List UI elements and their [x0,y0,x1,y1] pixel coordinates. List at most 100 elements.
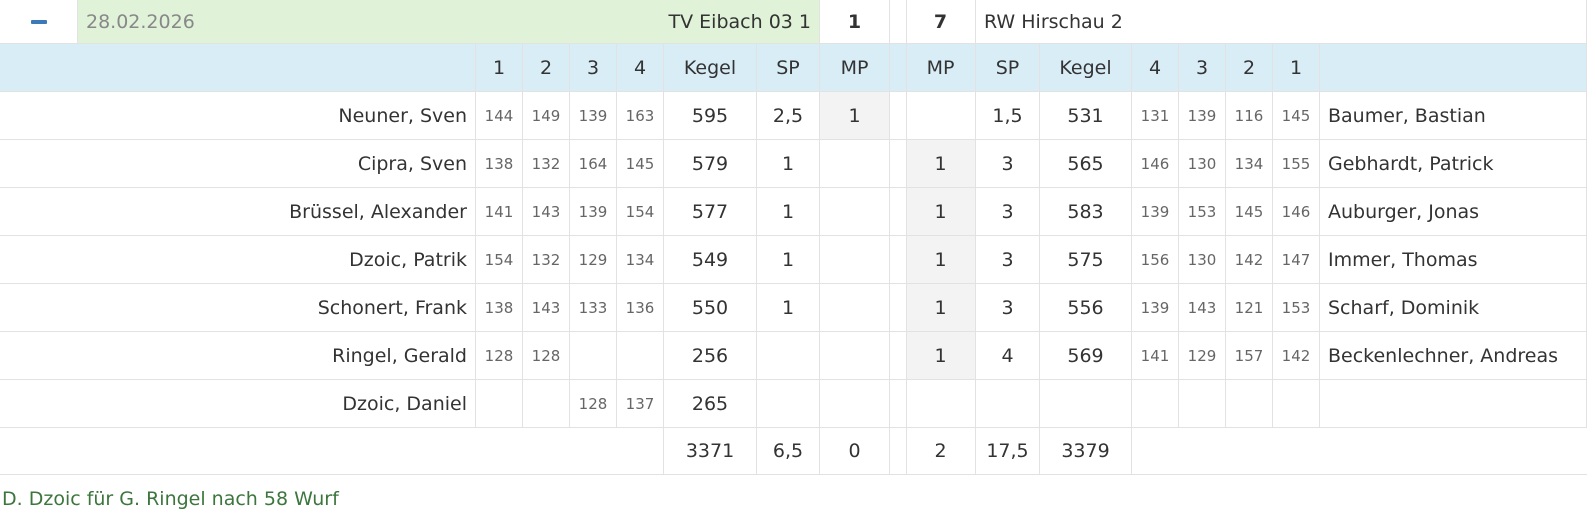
total-cell: 17,5 [976,428,1040,475]
column-header: 4 [1132,44,1179,92]
score-cell: 157 [1226,332,1273,380]
score-cell [906,92,976,140]
score-cell: 1 [757,188,820,236]
column-header: 1 [1273,44,1320,92]
score-cell: 128 [523,332,570,380]
score-cell: 143 [1179,284,1226,332]
score-cell: 583 [1040,188,1132,236]
score-cell [757,332,820,380]
score-cell: 1 [757,140,820,188]
score-cell: 156 [1132,236,1179,284]
player-name: Dzoic, Patrik [0,236,476,284]
column-header: Kegel [664,44,757,92]
home-team: TV Eibach 03 1 [668,10,811,33]
player-name: Schonert, Frank [0,284,476,332]
score-cell: 145 [1273,92,1320,140]
score-cell: 130 [1179,140,1226,188]
score-cell: 549 [664,236,757,284]
score-cell: 145 [1226,188,1273,236]
gap [890,428,907,475]
score-cell [1040,380,1132,428]
score-cell: 164 [570,140,617,188]
score-cell: 133 [570,284,617,332]
score-cell: 1 [757,284,820,332]
away-team: RW Hirschau 2 [976,0,1587,44]
score-cell: 577 [664,188,757,236]
header-cell [0,44,476,92]
score-cell: 139 [1179,92,1226,140]
score-cell: 595 [664,92,757,140]
score-cell: 569 [1040,332,1132,380]
score-cell: 1 [906,236,976,284]
score-cell [1273,380,1320,428]
score-cell [820,140,890,188]
total-cell: 3379 [1040,428,1132,475]
score-cell: 1,5 [976,92,1040,140]
player-name: Gebhardt, Patrick [1320,140,1587,188]
score-cell: 132 [523,236,570,284]
score-cell [820,236,890,284]
score-cell: 139 [1132,188,1179,236]
column-header: 3 [570,44,617,92]
player-name: Beckenlechner, Andreas [1320,332,1587,380]
score-cell: 139 [1132,284,1179,332]
match-date: 28.02.2026 [86,10,195,33]
player-name: Auburger, Jonas [1320,188,1587,236]
gap [890,92,907,140]
score-cell: 531 [1040,92,1132,140]
column-header: 2 [1226,44,1273,92]
score-cell: 130 [1179,236,1226,284]
score-cell: 146 [1273,188,1320,236]
score-cell: 153 [1273,284,1320,332]
score-cell: 143 [523,284,570,332]
score-cell: 138 [476,284,523,332]
column-header: SP [976,44,1040,92]
total-spacer [0,428,664,475]
score-cell: 154 [617,188,664,236]
score-cell: 146 [1132,140,1179,188]
total-cell: 0 [820,428,890,475]
gap [890,188,907,236]
score-cell: 128 [476,332,523,380]
column-header: Kegel [1040,44,1132,92]
score-cell: 579 [664,140,757,188]
score-cell [820,332,890,380]
gap [890,332,907,380]
home-score: 1 [820,0,890,44]
score-cell [976,380,1040,428]
score-cell: 4 [976,332,1040,380]
score-cell: 3 [976,284,1040,332]
score-cell: 256 [664,332,757,380]
score-cell [820,188,890,236]
column-header: 3 [1179,44,1226,92]
player-name: Cipra, Sven [0,140,476,188]
score-cell [906,380,976,428]
toggle-cell[interactable] [0,0,78,44]
total-cell: 3371 [664,428,757,475]
gap [890,44,907,92]
column-header: 1 [476,44,523,92]
score-cell: 137 [617,380,664,428]
score-cell [757,380,820,428]
note: D. Dzoic für G. Ringel nach 58 Wurf [2,488,339,510]
score-cell: 145 [617,140,664,188]
score-cell: 3 [976,140,1040,188]
score-cell: 163 [617,92,664,140]
gap [890,140,907,188]
score-cell: 136 [617,284,664,332]
score-cell: 1 [820,92,890,140]
player-name: Neuner, Sven [0,92,476,140]
collapse-icon[interactable] [30,19,47,24]
gap [890,284,907,332]
score-cell: 147 [1273,236,1320,284]
score-cell: 1 [906,140,976,188]
score-cell: 139 [570,188,617,236]
column-header: MP [820,44,890,92]
score-cell: 128 [570,380,617,428]
gap [890,380,907,428]
player-name [1320,380,1587,428]
score-cell [1132,380,1179,428]
score-cell: 3 [976,236,1040,284]
score-cell: 2,5 [757,92,820,140]
score-cell: 144 [476,92,523,140]
